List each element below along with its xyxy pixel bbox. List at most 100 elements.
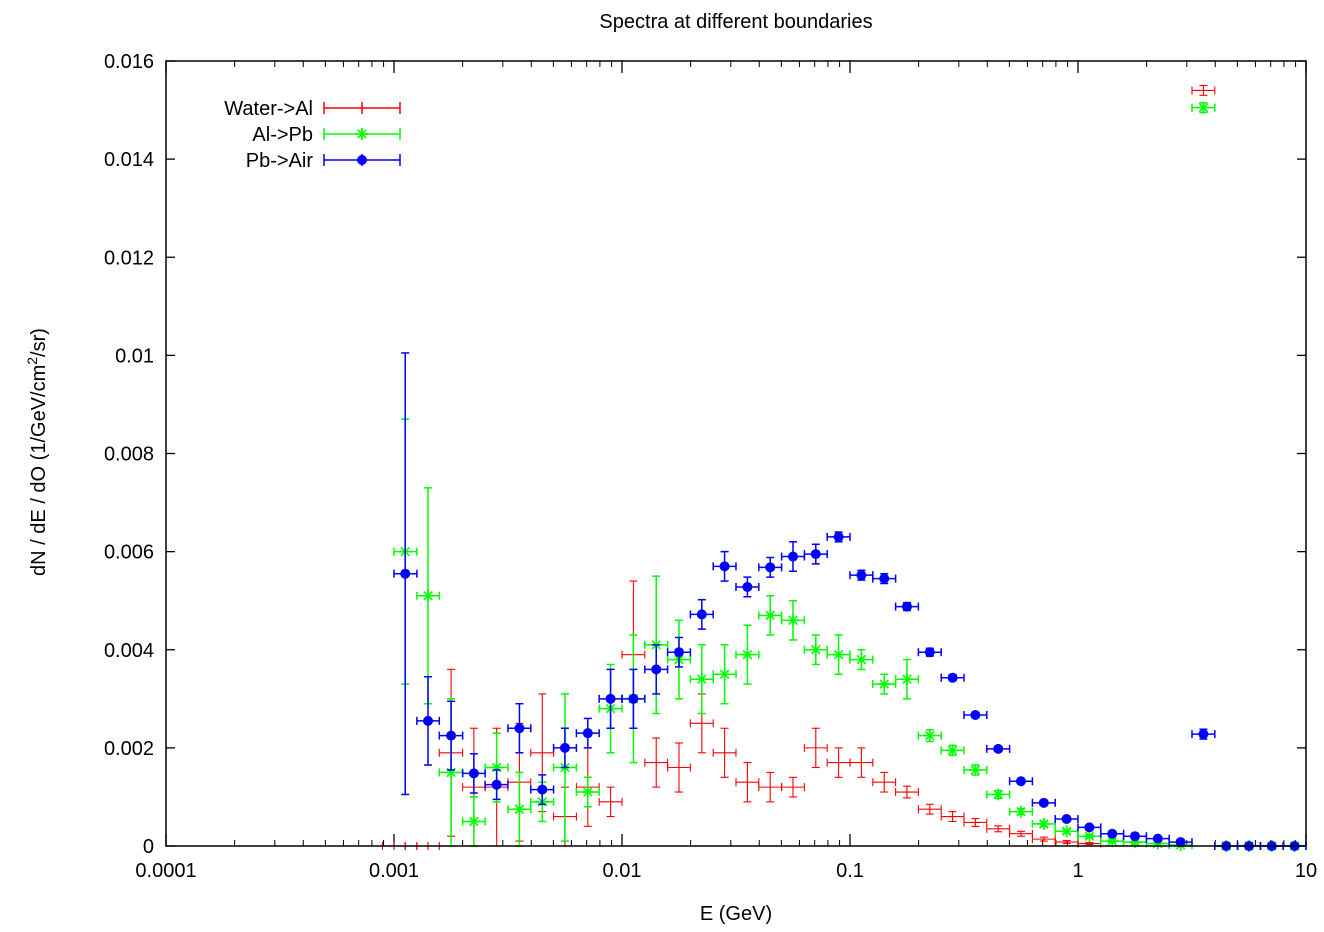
data-point [849, 747, 874, 778]
data-point [803, 727, 828, 769]
data-point-marker [719, 561, 730, 572]
y-tick-label: 0.016 [104, 51, 154, 73]
data-point [1008, 805, 1034, 818]
data-point-marker [537, 784, 548, 795]
data-point [666, 636, 692, 668]
data-point-marker [1060, 825, 1073, 838]
data-point-marker [445, 766, 458, 779]
data-point [872, 771, 897, 793]
data-point-marker [513, 803, 526, 816]
data-point [416, 487, 441, 705]
data-point-marker [718, 668, 731, 681]
data-point-marker [969, 763, 982, 776]
x-tick-label: 1 [1072, 860, 1083, 882]
x-axis-label: E (GeV) [700, 903, 772, 925]
data-point [1191, 84, 1216, 96]
legend-label: Pb->Air [246, 150, 314, 172]
data-point [1054, 825, 1079, 838]
data-point [963, 817, 988, 827]
data-point-marker [786, 614, 799, 627]
legend-item: Pb->Air [246, 150, 401, 172]
y-axis-label-superscript: 2 [24, 357, 40, 365]
data-point [484, 769, 509, 801]
y-tick-label: 0.006 [104, 542, 154, 564]
data-point [803, 543, 828, 565]
data-point [780, 599, 806, 641]
data-point [894, 658, 920, 700]
data-point [940, 672, 965, 683]
data-point [735, 576, 760, 598]
data-point [735, 624, 760, 685]
data-point [826, 531, 851, 543]
x-tick-label: 0.001 [369, 860, 419, 882]
data-point [575, 717, 600, 749]
data-point-marker [1061, 814, 1072, 825]
data-point-marker [742, 581, 753, 592]
data-point [438, 700, 464, 771]
data-point [461, 796, 486, 847]
data-point-marker [879, 573, 890, 584]
data-point-marker [490, 761, 503, 774]
data-point [780, 541, 806, 572]
data-point-marker [357, 155, 367, 165]
data-point-marker [833, 531, 844, 542]
data-point-marker [1038, 797, 1049, 808]
data-point-marker [765, 562, 776, 573]
data-point [872, 673, 897, 695]
data-point [461, 753, 486, 794]
y-axis-label-main: dN / dE / dO (1/GeV/cm [28, 365, 50, 576]
data-point-marker [673, 647, 684, 658]
y-tick-label: 0.012 [104, 247, 154, 269]
series-pb-air [393, 352, 1307, 851]
data-point [758, 556, 783, 578]
data-point-marker [855, 653, 868, 666]
y-tick-label: 0.002 [104, 738, 154, 760]
data-point-marker [810, 549, 821, 560]
data-point [986, 824, 1011, 833]
x-tick-label: 10 [1295, 860, 1317, 882]
data-point [917, 803, 942, 815]
x-tick-label: 0.01 [603, 860, 642, 882]
data-point-marker [422, 589, 435, 602]
data-point [507, 771, 532, 847]
data-point-marker [1129, 831, 1140, 842]
legend: Water->Al Al->Pb Pb->Air [224, 98, 401, 172]
data-point-marker [696, 609, 707, 620]
data-point-marker [741, 648, 754, 661]
data-point-marker [695, 673, 708, 686]
data-point-marker [1175, 837, 1186, 848]
data-point [940, 811, 965, 823]
y-axis-label: dN / dE / dO (1/GeV/cm2/sr) [24, 328, 50, 576]
data-point [1145, 833, 1170, 844]
y-tick-label: 0 [143, 836, 154, 858]
data-point-marker [787, 551, 798, 562]
data-point [986, 788, 1011, 801]
data-point-marker [1128, 836, 1141, 849]
data-point [575, 776, 600, 808]
x-tick-label: 0.0001 [135, 860, 196, 882]
data-point [1077, 822, 1102, 833]
data-point [1054, 838, 1079, 847]
y-tick-label: 0.014 [104, 149, 154, 171]
data-point-marker [582, 728, 593, 739]
data-point-marker [467, 815, 480, 828]
data-point [689, 598, 714, 630]
data-point [1031, 835, 1056, 844]
data-point [416, 675, 441, 766]
data-point-marker [1015, 776, 1026, 787]
data-point-marker [832, 648, 845, 661]
legend-label: Al->Pb [252, 124, 313, 146]
data-point-marker [1106, 835, 1119, 848]
data-point [917, 728, 942, 743]
data-point-marker [947, 672, 958, 683]
data-point-marker [878, 678, 891, 691]
data-layer [381, 84, 1307, 852]
plot-frame [165, 60, 1307, 847]
legend-item: Al->Pb [252, 124, 401, 146]
data-point-marker [856, 570, 867, 581]
data-point [712, 550, 737, 582]
data-point [712, 727, 737, 778]
legend-label: Water->Al [224, 98, 313, 120]
data-point-marker [400, 568, 411, 579]
